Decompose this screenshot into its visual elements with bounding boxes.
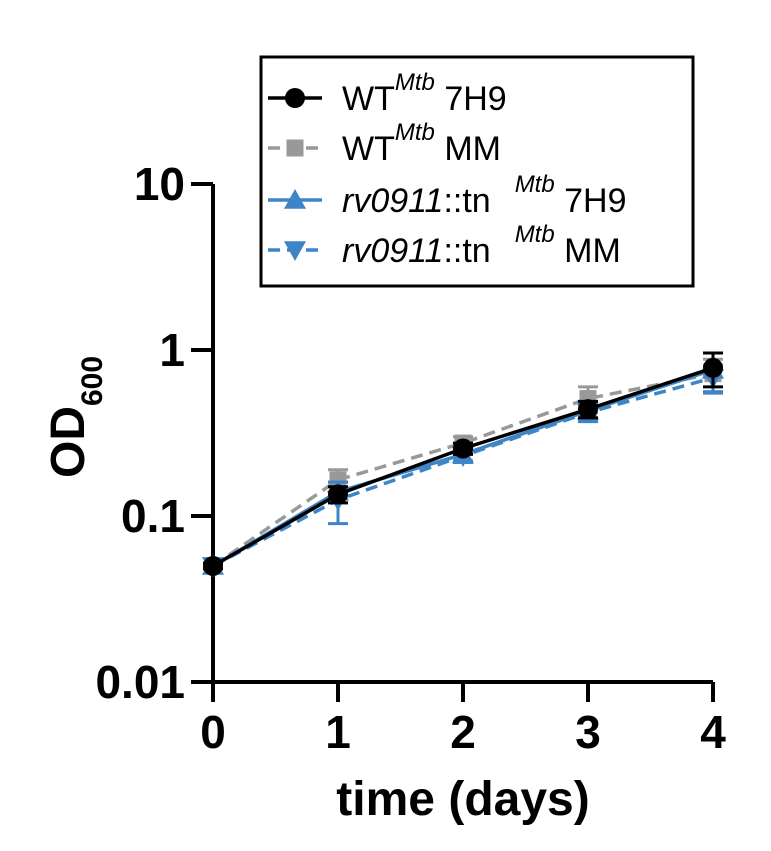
axes: 0.01 0.1 1 10 0 1 2 3 4 time (days) OD600 [42,158,726,826]
data-point [203,555,223,576]
x-tick-label: 0 [200,706,226,758]
x-axis-title: time (days) [336,773,589,826]
x-tick-label: 2 [450,706,476,758]
y-tick-label: 0.01 [95,656,185,708]
series-layer [202,351,724,577]
data-point [329,471,347,489]
legend-label: WTMtb 7H9 [342,69,507,118]
x-tick-label: 1 [325,706,351,758]
legend-label: rv0911::tn Mtb 7H9 [342,171,627,220]
series-line [212,376,714,568]
legend-marker [284,241,306,261]
legend-marker [286,139,304,157]
x-tick-label: 3 [575,706,601,758]
y-tick-label: 1 [159,324,185,376]
data-point [453,438,473,459]
legend-label: WTMtb MM [342,119,501,168]
legend-entry-wt_7h9: WTMtb 7H9 [268,69,507,118]
legend-marker [285,88,305,108]
series-wt_7h9 [203,351,723,576]
legend-entry-wt_mm: WTMtb MM [268,119,501,168]
y-axis-title: OD600 [42,356,109,478]
series-tn_mm [202,363,724,577]
y-tick-label: 10 [134,158,185,210]
data-point [578,399,598,420]
legend-entry-tn_7h9: rv0911::tn Mtb 7H9 [268,171,627,220]
series-line [212,371,714,568]
data-point [328,484,348,505]
legend-entry-tn_mm: rv0911::tn Mtb MM [268,221,621,270]
legend-marker [284,189,306,209]
legend-label: rv0911::tn Mtb MM [342,221,621,270]
x-tick-label: 4 [700,706,726,758]
y-tick-label: 0.1 [121,490,185,542]
data-point [703,357,723,378]
legend-box [259,55,695,288]
